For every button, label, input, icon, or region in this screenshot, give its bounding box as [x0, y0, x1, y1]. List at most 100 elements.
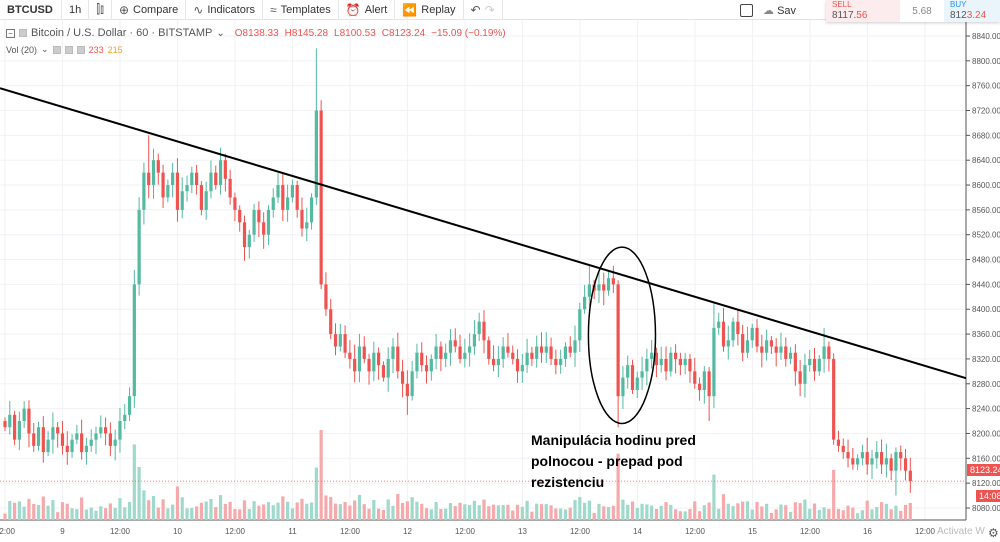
- open-value: O8138.33: [234, 27, 279, 39]
- eye-icon[interactable]: [52, 45, 61, 54]
- volume-bar: [166, 508, 170, 520]
- price-chart[interactable]: 8840.00 8800.00 8760.00 8720.00 8680.00 8640.…: [0, 20, 1000, 542]
- candle-body: [147, 172, 151, 186]
- volume-bar: [731, 506, 735, 520]
- redo-icon[interactable]: ↷: [484, 2, 495, 17]
- gear-icon[interactable]: ⚙: [988, 526, 999, 540]
- price-tick-label: 8480.00: [972, 256, 1000, 265]
- price-tick-label: 8680.00: [972, 131, 1000, 140]
- candle-body: [707, 371, 711, 397]
- volume-bar: [549, 505, 553, 520]
- candle-body: [803, 365, 807, 384]
- volume-bar: [324, 495, 328, 520]
- candle-body: [525, 352, 529, 366]
- candle-body: [788, 352, 793, 359]
- volume-bar: [305, 503, 309, 520]
- resistance-trendline[interactable]: [0, 87, 967, 380]
- close-icon[interactable]: [76, 45, 85, 54]
- candle-body: [444, 352, 448, 359]
- volume-bar: [765, 503, 769, 520]
- volume-bar: [233, 509, 237, 520]
- candle-body: [530, 352, 534, 359]
- candle-body: [295, 185, 299, 210]
- candle-body: [563, 346, 568, 359]
- series-title[interactable]: Bitcoin / U.S. Dollar · 60 · BITSTAMP: [31, 27, 213, 39]
- price-axis[interactable]: [967, 20, 1000, 542]
- change-value: −15.09 (−0.19%): [431, 27, 506, 39]
- candle-body: [482, 321, 486, 341]
- time-tick-label: 12:00: [110, 527, 131, 536]
- fullscreen-icon[interactable]: [740, 3, 753, 17]
- volume-bar: [295, 502, 299, 520]
- candle-body: [353, 358, 357, 372]
- volume-bar: [860, 510, 865, 520]
- volume-bar: [664, 502, 668, 520]
- candle-body: [654, 352, 659, 366]
- candle-body: [233, 197, 237, 210]
- symbol-label: BTCUSD: [7, 3, 53, 16]
- time-tick-label: 16: [863, 527, 872, 536]
- volume-label[interactable]: Vol (20): [6, 44, 38, 55]
- chart-type-button[interactable]: ⫿⫾: [89, 0, 112, 20]
- collapse-icon[interactable]: −: [6, 28, 15, 38]
- volume-bar: [750, 509, 754, 520]
- volume-bar: [348, 505, 352, 520]
- save-button[interactable]: ☁ Sav: [763, 4, 796, 17]
- volume-bar: [582, 502, 587, 520]
- alert-label: Alert: [364, 3, 388, 16]
- volume-bar: [276, 502, 280, 520]
- volume-bar: [362, 504, 366, 520]
- indicators-icon: ∿: [193, 2, 204, 17]
- volume-bar: [846, 505, 850, 520]
- candle-body: [836, 439, 841, 446]
- alarm-clock-icon: ⏰: [345, 2, 361, 17]
- candle-body: [290, 185, 294, 198]
- candle-body: [616, 284, 620, 397]
- candle-body: [60, 433, 65, 446]
- volume-bar: [453, 506, 457, 520]
- settings-icon[interactable]: [64, 45, 73, 54]
- candle-body: [137, 209, 141, 285]
- candle-body: [793, 352, 797, 372]
- candle-body: [271, 197, 275, 210]
- volume-bar: [760, 506, 764, 520]
- price-tick-label: 8560.00: [972, 206, 1000, 215]
- volume-bar: [147, 500, 151, 520]
- volume-bar: [592, 512, 596, 520]
- volume-bar: [415, 501, 419, 520]
- candle-body: [309, 197, 314, 223]
- volume-bar: [434, 502, 438, 520]
- chevron-down-icon[interactable]: ⌄: [216, 27, 225, 39]
- interval-button[interactable]: 1h: [62, 0, 90, 20]
- candle-body: [875, 452, 879, 459]
- chevron-down-icon[interactable]: ⌄: [41, 44, 49, 54]
- replay-button[interactable]: ⏪ Replay: [395, 0, 464, 20]
- candle-body: [745, 340, 750, 353]
- time-tick-label: 12:00: [225, 527, 246, 536]
- annotation-ellipse[interactable]: [587, 246, 657, 425]
- candle-body: [846, 452, 850, 459]
- volume-bar: [788, 511, 793, 520]
- volume-bar: [266, 502, 271, 520]
- plus-circle-icon: ⊕: [118, 2, 129, 17]
- time-tick-label: 15: [748, 527, 757, 536]
- toolbar-right: ☁ Sav: [740, 0, 796, 20]
- volume-bar: [903, 504, 908, 520]
- volume-bar: [262, 504, 266, 520]
- candle-body: [678, 358, 682, 366]
- candle-body: [535, 346, 539, 359]
- undo-icon[interactable]: ↶: [470, 2, 481, 17]
- alert-button[interactable]: ⏰ Alert: [339, 0, 396, 20]
- bar-countdown: 14:08: [976, 490, 1000, 502]
- symbol-search[interactable]: BTCUSD: [0, 0, 62, 20]
- annotation-text[interactable]: Manipulácia hodinu pred polnocou - prepa…: [531, 432, 696, 490]
- buy-button[interactable]: BUY 8123.24: [944, 0, 1000, 22]
- compare-button[interactable]: ⊕ Compare: [112, 0, 187, 20]
- templates-button[interactable]: ≈ Templates: [263, 0, 339, 20]
- candle-body: [630, 365, 635, 390]
- candle-body: [329, 309, 333, 335]
- candle-body: [56, 427, 60, 434]
- sell-button[interactable]: SELL 8117.56: [826, 0, 900, 22]
- indicators-button[interactable]: ∿ Indicators: [186, 0, 264, 20]
- sell-price-frac: 56: [856, 10, 868, 21]
